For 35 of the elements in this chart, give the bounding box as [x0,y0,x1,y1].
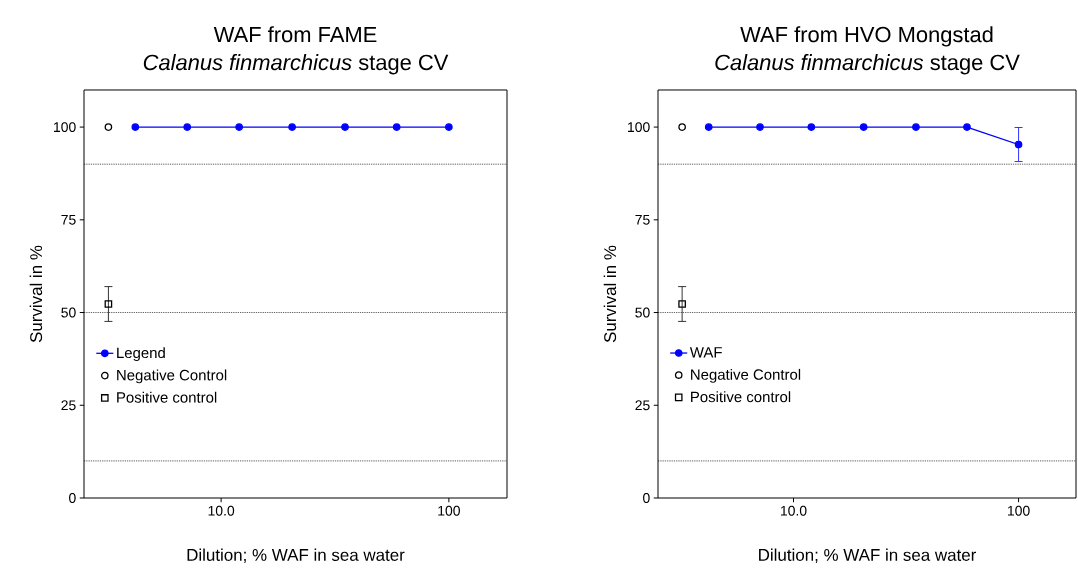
chart-title: WAF from FAME [213,26,377,43]
y-tick-label: 100 [54,122,76,133]
point [704,123,713,131]
chart-subtitle: Calanus finmarchicus stage CV [715,54,1020,75]
point [912,123,920,131]
point [756,123,764,131]
legend-label: Negative Control [117,369,227,384]
x-axis-title: Dilution; % WAF in sea water [187,548,405,563]
legend-label: Negative Control [691,368,801,383]
y-axis-title: Survival in % [603,245,617,343]
x-tick-label: 10.0 [208,505,235,516]
legend-label: Legend [117,347,165,362]
x-tick-label: 10.0 [781,505,807,516]
y-tick-label: 0 [643,493,650,503]
y-tick-label: 100 [628,122,650,133]
y-tick-label: 25 [635,400,650,411]
y-tick-label: 0 [69,493,76,503]
x-tick-label: 100 [1007,505,1030,516]
y-tick-label: 50 [61,307,76,318]
legend-label: Positive control [117,391,217,403]
legend-label: WAF [689,347,722,358]
y-tick-label: 25 [61,400,76,411]
point [963,123,971,131]
point [1014,140,1023,149]
y-axis-title: Survival in % [29,245,43,343]
chart-title: WAF from HVO Mongstad [740,26,993,47]
legend-label: Positive control [691,391,791,403]
y-tick-label: 50 [635,307,650,318]
point [859,123,868,131]
x-tick-label: 100 [438,505,460,516]
y-tick-label: 75 [635,214,650,225]
chart-subtitle: Calanus finmarchicus stage CV [143,54,449,75]
y-tick-label: 75 [61,214,76,225]
x-axis-title: Dilution; % WAF in sea water [759,548,977,563]
point [807,123,816,131]
